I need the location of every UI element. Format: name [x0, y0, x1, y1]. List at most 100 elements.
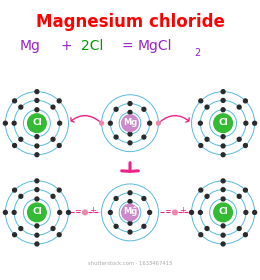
Circle shape: [28, 114, 46, 132]
Circle shape: [142, 224, 146, 228]
Circle shape: [198, 121, 202, 125]
Circle shape: [205, 227, 209, 230]
Text: +: +: [61, 39, 73, 53]
Circle shape: [13, 144, 17, 148]
Circle shape: [214, 114, 232, 132]
Circle shape: [221, 144, 225, 148]
Circle shape: [205, 137, 209, 141]
Circle shape: [12, 211, 16, 214]
Circle shape: [221, 99, 225, 102]
Circle shape: [128, 141, 132, 145]
Circle shape: [142, 197, 146, 200]
Circle shape: [19, 105, 23, 109]
Circle shape: [214, 203, 232, 222]
Circle shape: [128, 230, 132, 234]
Circle shape: [35, 197, 39, 201]
Circle shape: [57, 233, 61, 237]
Text: Cl: Cl: [32, 118, 42, 127]
Circle shape: [237, 227, 241, 230]
Circle shape: [100, 121, 103, 125]
Text: +: +: [179, 206, 186, 215]
Circle shape: [35, 188, 39, 192]
Circle shape: [199, 99, 203, 103]
Circle shape: [205, 105, 209, 109]
Circle shape: [221, 179, 225, 183]
Circle shape: [35, 108, 39, 112]
Circle shape: [35, 242, 39, 246]
Circle shape: [114, 224, 118, 228]
Circle shape: [19, 137, 23, 141]
Text: Mg: Mg: [20, 39, 41, 53]
Circle shape: [221, 135, 225, 139]
Circle shape: [122, 204, 138, 221]
Circle shape: [237, 105, 241, 109]
Circle shape: [142, 107, 146, 111]
Circle shape: [83, 210, 87, 215]
Circle shape: [221, 90, 225, 94]
Circle shape: [108, 121, 112, 125]
Circle shape: [148, 211, 152, 214]
Circle shape: [35, 153, 39, 157]
Text: ⁻: ⁻: [229, 201, 233, 211]
Circle shape: [19, 227, 23, 230]
Circle shape: [148, 121, 152, 125]
Circle shape: [190, 211, 193, 214]
Circle shape: [243, 233, 247, 237]
Circle shape: [108, 211, 112, 214]
Circle shape: [13, 188, 17, 192]
Circle shape: [35, 135, 39, 139]
Circle shape: [114, 135, 118, 139]
Text: −: −: [74, 206, 81, 215]
Circle shape: [199, 188, 203, 192]
Circle shape: [28, 203, 46, 222]
Circle shape: [35, 144, 39, 148]
Circle shape: [3, 121, 7, 125]
Circle shape: [51, 137, 55, 141]
Circle shape: [142, 135, 146, 139]
Circle shape: [13, 99, 17, 103]
Circle shape: [198, 211, 202, 214]
Circle shape: [128, 191, 132, 195]
Circle shape: [199, 233, 203, 237]
Circle shape: [19, 194, 23, 198]
Circle shape: [67, 211, 70, 214]
Circle shape: [35, 179, 39, 183]
Text: 2: 2: [194, 48, 200, 58]
Text: MgCl: MgCl: [137, 39, 172, 53]
Circle shape: [244, 121, 248, 125]
Circle shape: [221, 153, 225, 157]
Circle shape: [35, 224, 39, 228]
Circle shape: [157, 121, 160, 125]
Circle shape: [128, 102, 132, 106]
Circle shape: [205, 194, 209, 198]
Text: Cl: Cl: [218, 207, 228, 216]
Circle shape: [35, 99, 39, 102]
Circle shape: [253, 121, 257, 125]
Text: Cl: Cl: [218, 118, 228, 127]
Circle shape: [35, 233, 39, 237]
Circle shape: [221, 188, 225, 192]
Text: ⁻: ⁻: [43, 201, 47, 211]
Circle shape: [57, 99, 61, 103]
Circle shape: [243, 144, 247, 148]
Circle shape: [237, 137, 241, 141]
Circle shape: [51, 194, 55, 198]
Text: −: −: [164, 206, 171, 215]
Circle shape: [58, 211, 62, 214]
Text: +: +: [89, 206, 96, 215]
Circle shape: [243, 99, 247, 103]
Circle shape: [13, 233, 17, 237]
Circle shape: [221, 233, 225, 237]
Circle shape: [58, 121, 62, 125]
Circle shape: [128, 200, 132, 204]
Circle shape: [12, 121, 16, 125]
Text: Mg: Mg: [123, 118, 137, 127]
Circle shape: [122, 115, 138, 132]
Text: 2Cl: 2Cl: [81, 39, 104, 53]
Text: shutterstock.com · 1633467415: shutterstock.com · 1633467415: [88, 261, 172, 266]
Circle shape: [173, 210, 177, 215]
Circle shape: [221, 224, 225, 228]
Text: Magnesium chloride: Magnesium chloride: [36, 13, 224, 31]
Text: =: =: [122, 39, 133, 53]
Circle shape: [51, 227, 55, 230]
